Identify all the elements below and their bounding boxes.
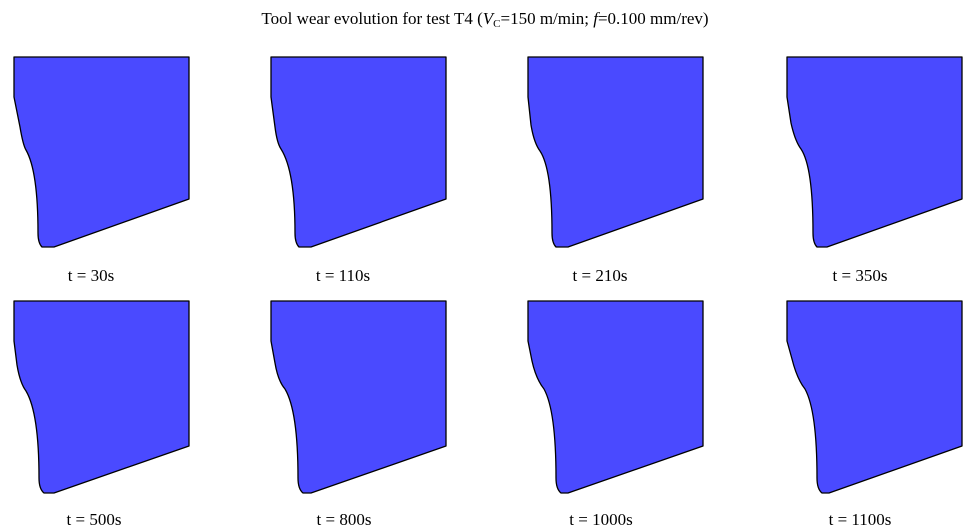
tool-profile-5 <box>13 300 190 494</box>
feed-symbol: f <box>593 9 598 28</box>
tool-panel-3 <box>527 56 708 257</box>
feed-value: =0.100 mm/rev) <box>597 9 709 28</box>
vc-value: =150 m/min; <box>500 9 594 28</box>
tool-panel-7 <box>527 300 708 501</box>
tool-panel-1 <box>13 56 194 257</box>
title-prefix: Tool wear evolution for test T4 ( <box>261 9 483 28</box>
panel-label-2: t = 110s <box>315 266 371 285</box>
tool-profile-8 <box>786 300 963 494</box>
tool-profile-7 <box>527 300 704 494</box>
tool-panel-4 <box>786 56 967 257</box>
tool-panel-6 <box>270 300 451 501</box>
figure-title: Tool wear evolution for test T4 (VC=150 … <box>0 8 970 30</box>
panel-label-6: t = 800s <box>316 510 372 529</box>
panel-label-7: t = 1000s <box>569 510 633 529</box>
panel-label-4: t = 350s <box>832 266 888 285</box>
tool-profile-3 <box>527 56 704 248</box>
tool-profile-4 <box>786 56 963 248</box>
panel-label-8: t = 1100s <box>828 510 892 529</box>
panel-label-1: t = 30s <box>67 266 115 285</box>
tool-panel-2 <box>270 56 451 257</box>
vc-symbol: V <box>482 9 494 28</box>
tool-panel-5 <box>13 300 194 501</box>
tool-profile-2 <box>270 56 447 248</box>
tool-profile-1 <box>13 56 190 248</box>
vc-subscript: C <box>493 18 501 30</box>
tool-profile-6 <box>270 300 447 494</box>
panel-label-5: t = 500s <box>66 510 122 529</box>
tool-panel-8 <box>786 300 967 501</box>
panel-label-3: t = 210s <box>572 266 628 285</box>
